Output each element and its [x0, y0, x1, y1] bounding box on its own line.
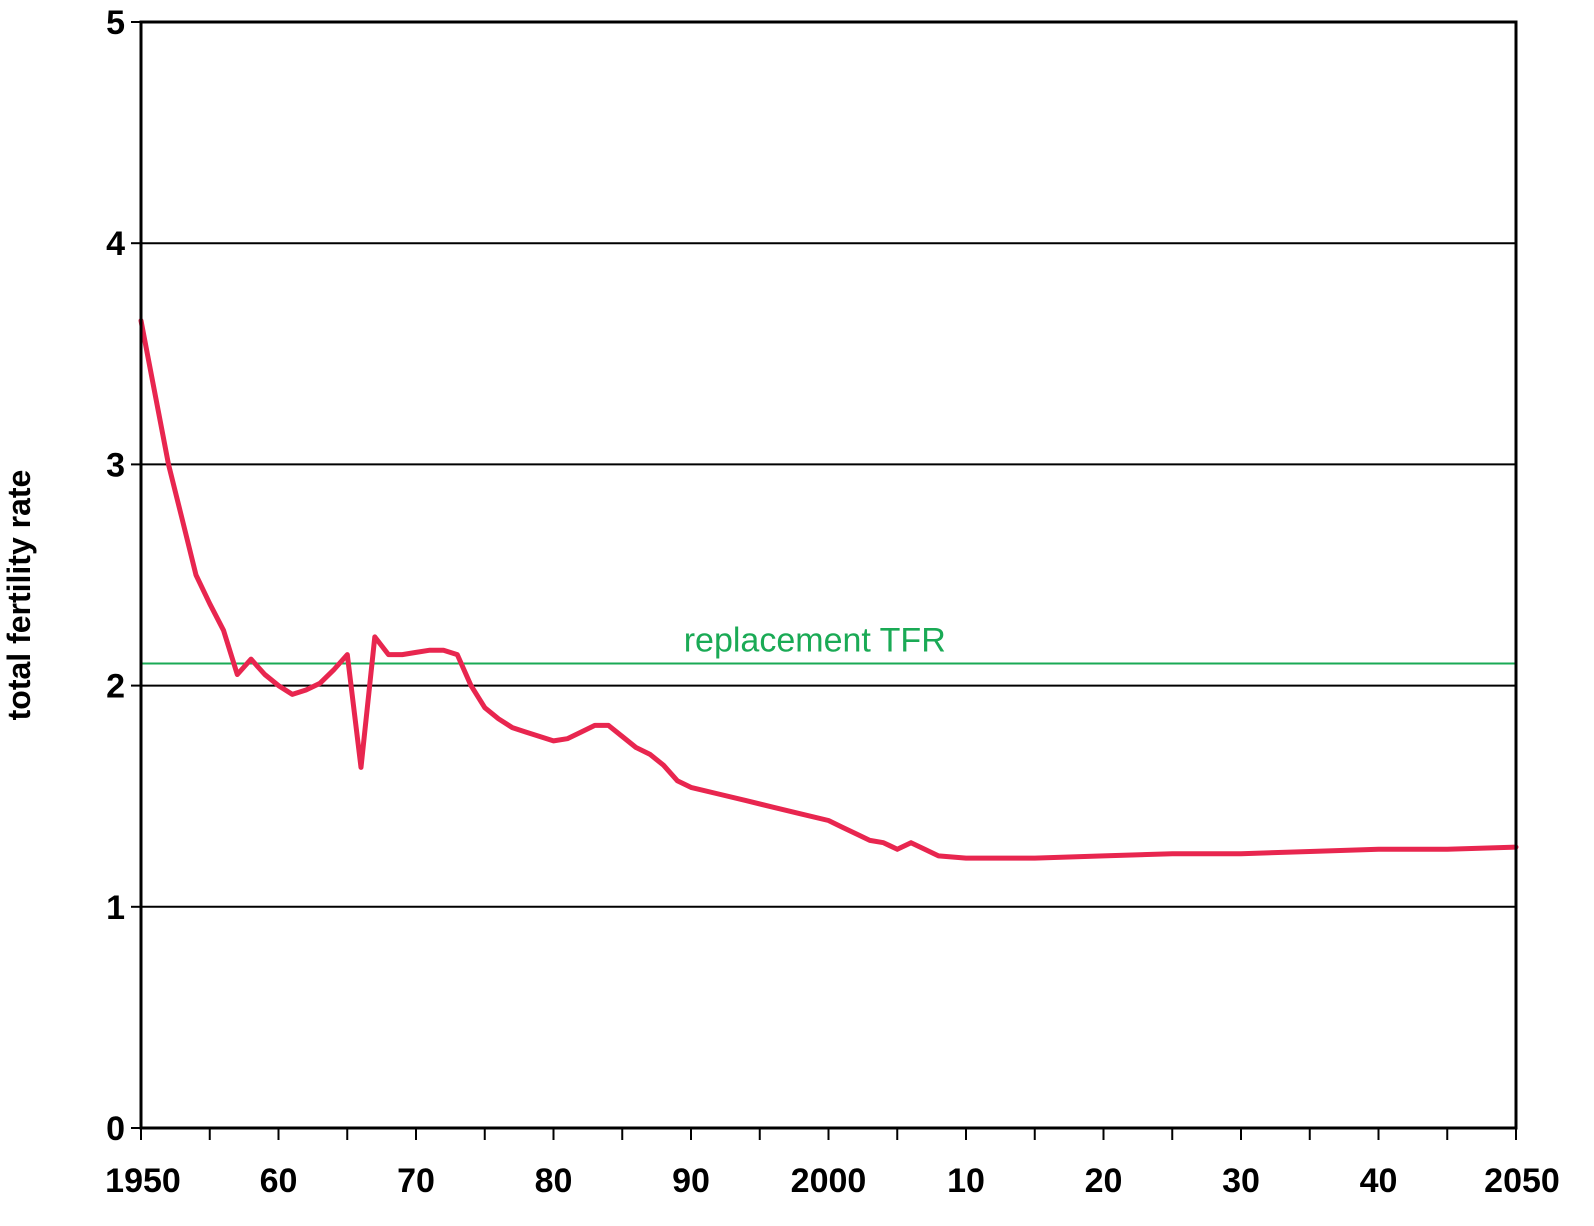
x-axis-ticks: 1950 60 70 80 90 2000 10 20 30 40 2050	[105, 1128, 1560, 1200]
x-tick-label-10: 10	[947, 1162, 985, 1200]
replacement-tfr-label: replacement TFR	[684, 621, 946, 659]
y-tick-label-3: 3	[106, 446, 125, 484]
x-tick-label-30: 30	[1222, 1162, 1260, 1200]
series-line-0	[138, 318, 1519, 861]
x-tick-label-1950: 1950	[105, 1162, 181, 1200]
y-tick-label-0: 0	[106, 1110, 125, 1148]
y-tick-label-2: 2	[106, 668, 125, 706]
y-tick-label-1: 1	[106, 889, 125, 927]
y-axis-title: total fertility rate	[1, 470, 37, 721]
series-group	[138, 318, 1519, 861]
x-tick-label-90: 90	[672, 1162, 710, 1200]
x-tick-label-2050: 2050	[1484, 1162, 1560, 1200]
x-tick-label-80: 80	[535, 1162, 573, 1200]
gridlines	[141, 242, 1516, 908]
x-tick-label-40: 40	[1360, 1162, 1398, 1200]
y-axis-ticks: 0 1 2 3 4 5	[106, 4, 141, 1148]
plot-frame	[139, 20, 1518, 1130]
y-tick-label-4: 4	[106, 225, 125, 263]
x-tick-label-70: 70	[397, 1162, 435, 1200]
x-tick-label-60: 60	[260, 1162, 298, 1200]
y-tick-label-5: 5	[106, 4, 125, 42]
x-tick-label-20: 20	[1085, 1162, 1123, 1200]
x-tick-label-2000: 2000	[791, 1162, 867, 1200]
